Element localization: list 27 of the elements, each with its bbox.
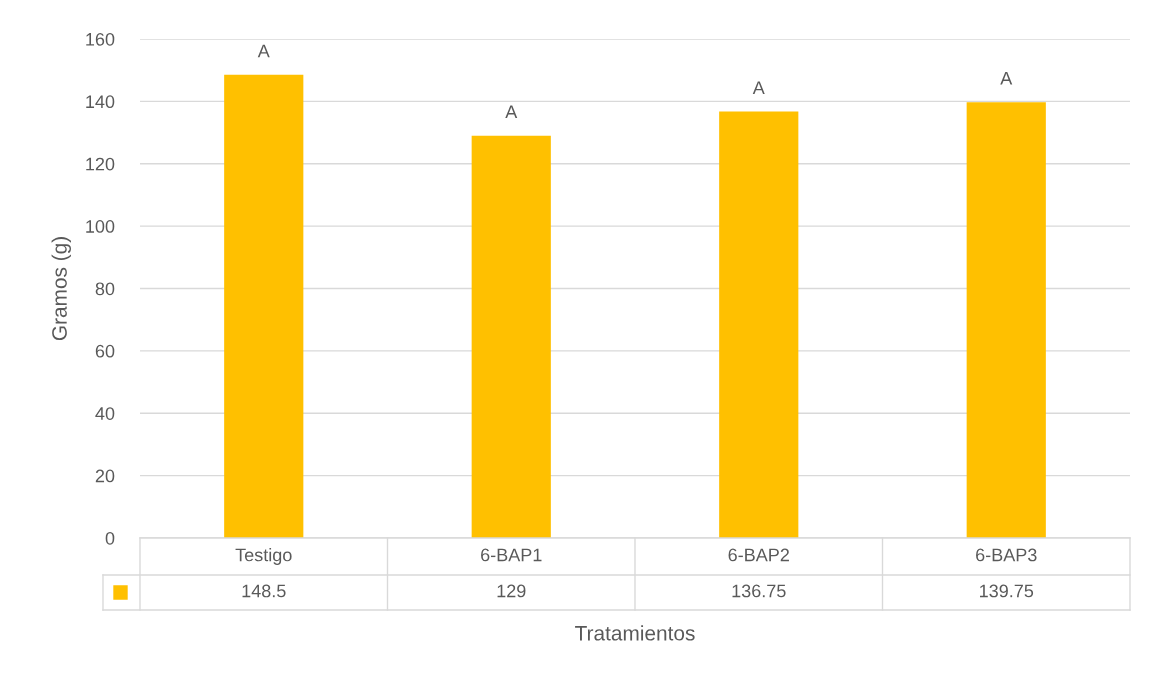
annotation: A bbox=[257, 44, 270, 58]
y-axis-title: Gramos (g) bbox=[51, 237, 71, 341]
y-tick-label: 80 bbox=[95, 282, 115, 296]
bar bbox=[966, 102, 1046, 538]
annotation: A bbox=[752, 81, 765, 94]
y-tick-label: 40 bbox=[95, 407, 115, 420]
y-tick-label: 160 bbox=[86, 32, 115, 46]
y-tick-label: 140 bbox=[86, 95, 115, 109]
x-axis-title: Tratamientos bbox=[575, 625, 695, 641]
x-tick-label: 6-BAP3 bbox=[976, 548, 1037, 562]
y-tick-label: 20 bbox=[95, 469, 115, 483]
bar bbox=[471, 135, 551, 538]
y-tick-label: 0 bbox=[105, 531, 115, 545]
data-label: 136.75 bbox=[732, 584, 786, 598]
annotation: A bbox=[1000, 72, 1013, 85]
data-label: 139.75 bbox=[980, 584, 1034, 598]
data-label: 148.5 bbox=[242, 584, 286, 598]
y-tick-label: 100 bbox=[86, 220, 115, 233]
bar bbox=[719, 111, 799, 538]
data-label: 129 bbox=[497, 584, 526, 598]
y-tick-label: 60 bbox=[95, 344, 115, 358]
x-tick-label: Testigo bbox=[235, 548, 292, 565]
x-tick-label: 6-BAP1 bbox=[481, 548, 542, 562]
annotation: A bbox=[505, 105, 518, 119]
bar bbox=[224, 74, 304, 538]
x-tick-label: 6-BAP2 bbox=[728, 548, 789, 562]
y-tick-label: 120 bbox=[86, 157, 115, 171]
